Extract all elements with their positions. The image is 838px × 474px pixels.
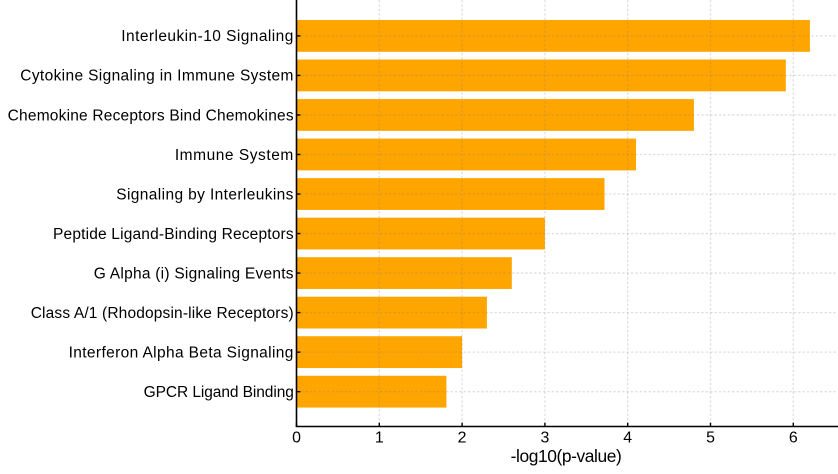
svg-text:Interferon Alpha Beta Signalin: Interferon Alpha Beta Signaling (69, 344, 294, 361)
svg-text:3: 3 (540, 429, 549, 446)
svg-text:6: 6 (789, 429, 798, 446)
svg-text:G Alpha (i) Signaling Events: G Alpha (i) Signaling Events (94, 265, 294, 282)
svg-text:GPCR Ligand Binding: GPCR Ligand Binding (144, 384, 294, 401)
svg-text:Cytokine Signaling in Immune S: Cytokine Signaling in Immune System (20, 68, 294, 85)
svg-text:Class A/1 (Rhodopsin-like Rece: Class A/1 (Rhodopsin-like Receptors) (31, 305, 294, 322)
svg-text:-log10(p-value): -log10(p-value) (511, 446, 622, 466)
svg-text:5: 5 (706, 429, 715, 446)
svg-text:4: 4 (623, 429, 632, 446)
svg-text:0: 0 (292, 429, 301, 446)
svg-text:Peptide Ligand-Binding Recepto: Peptide Ligand-Binding Receptors (53, 226, 294, 243)
svg-text:1: 1 (375, 429, 384, 446)
svg-text:Chemokine Receptors Bind Chemo: Chemokine Receptors Bind Chemokines (8, 107, 294, 124)
svg-text:2: 2 (458, 429, 467, 446)
svg-text:Interleukin-10 Signaling: Interleukin-10 Signaling (121, 28, 294, 45)
svg-text:Immune System: Immune System (175, 147, 294, 164)
svg-text:Signaling by Interleukins: Signaling by Interleukins (116, 186, 294, 203)
